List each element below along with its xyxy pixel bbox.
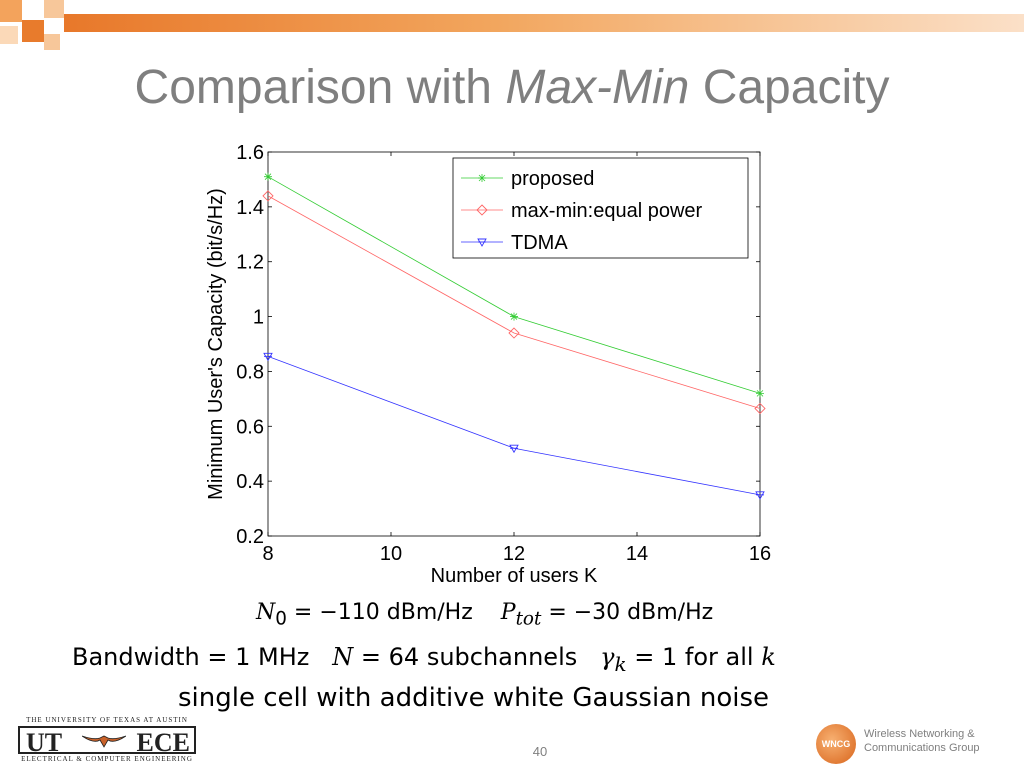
slide-title: Comparison with Max-Min Capacity	[0, 60, 1024, 115]
x-axis-label: Number of users K	[431, 565, 598, 587]
header-square	[22, 0, 40, 18]
legend-label: TDMA	[511, 232, 568, 254]
longhorn-icon	[82, 735, 126, 748]
series-marker	[478, 174, 486, 182]
series-marker	[509, 444, 519, 454]
title-italic: Max-Min	[505, 61, 690, 114]
series-line	[267, 195, 761, 409]
x-tick-label: 16	[749, 543, 771, 565]
x-tick-label: 10	[380, 543, 402, 565]
n-rest: = 64 subchannels	[353, 643, 578, 671]
y-tick-label: 0.2	[236, 526, 264, 548]
y-tick-label: 1.4	[236, 197, 264, 219]
wncg-group-name: Wireless Networking & Communications Grou…	[864, 727, 980, 755]
header-square	[44, 0, 64, 18]
x-tick-label: 12	[503, 543, 525, 565]
bandwidth-text: Bandwidth = 1 MHz	[72, 643, 310, 671]
y-tick-label: 1.2	[236, 252, 264, 274]
header-gradient-bar	[64, 14, 1024, 32]
y-tick-label: 1.6	[236, 142, 264, 164]
series-marker	[508, 327, 520, 339]
param-line-noise-power: N0 = −110 dBm/Hz Ptot = −30 dBm/Hz	[256, 600, 713, 629]
n-var: N	[332, 643, 354, 671]
header-square	[0, 26, 18, 44]
n0-sub: 0	[275, 608, 287, 630]
gamma-var: γ	[600, 643, 615, 671]
series-marker	[477, 238, 487, 247]
legend-label: proposed	[511, 168, 594, 190]
x-tick-label: 8	[262, 543, 273, 565]
header-square	[22, 20, 44, 42]
ut-logo-frame: UT ECE	[18, 726, 196, 757]
y-tick-label: 0.6	[236, 416, 264, 438]
ut-ece-logo: THE UNIVERSITY OF TEXAS AT AUSTIN UT ECE…	[18, 716, 196, 763]
series-marker	[756, 389, 764, 398]
gamma-k: k	[761, 643, 776, 671]
gamma-sub: k	[614, 651, 627, 676]
n0-var: N	[256, 600, 276, 625]
series-marker	[754, 402, 766, 415]
wncg-line1: Wireless Networking &	[864, 728, 975, 740]
ptot-rest: = −30 dBm/Hz	[541, 600, 714, 625]
ut-logo-top-text: THE UNIVERSITY OF TEXAS AT AUSTIN	[26, 716, 188, 724]
ut-logo-right: ECE	[136, 728, 190, 757]
header-square	[0, 0, 22, 22]
wncg-logo-icon: WNCG	[816, 724, 856, 764]
y-axis-label: Minimum User's Capacity (bit/s/Hz)	[205, 188, 227, 500]
series-marker	[263, 352, 273, 362]
ptot-sub: tot	[515, 608, 542, 630]
param-line-noise-model: single cell with additive white Gaussian…	[178, 683, 770, 713]
y-tick-label: 0.4	[236, 471, 264, 493]
header-square	[44, 34, 60, 50]
capacity-chart: 0.2 0.4 0.6 0.8 1 1.2 1.4 1.6 8 10 12 14 16 Number of…	[205, 142, 771, 587]
ptot-var: P	[500, 600, 516, 625]
n0-rest: = −110 dBm/Hz	[286, 600, 473, 625]
series-line	[267, 355, 761, 496]
title-prefix: Comparison with	[134, 61, 506, 114]
legend-box	[452, 157, 749, 259]
series-marker	[510, 312, 518, 321]
param-line-bandwidth: Bandwidth = 1 MHz N = 64 subchannels γk …	[72, 643, 776, 676]
gamma-rest: = 1 for all	[626, 643, 762, 671]
ut-logo-left: UT	[26, 728, 63, 757]
legend-label: max-min:equal power	[511, 200, 703, 222]
ut-logo-bottom-text: ELECTRICAL & COMPUTER ENGINEERING	[21, 755, 193, 763]
wncg-line2: Communications Group	[864, 742, 980, 754]
title-suffix: Capacity	[689, 61, 890, 114]
series-marker	[262, 190, 274, 202]
y-tick-label: 1	[253, 307, 264, 329]
series-marker	[755, 491, 765, 500]
x-tick-label: 14	[626, 543, 648, 565]
series-marker	[476, 204, 488, 216]
page-number: 40	[532, 744, 548, 759]
y-tick-label: 0.8	[236, 361, 264, 383]
series-marker	[264, 172, 272, 181]
